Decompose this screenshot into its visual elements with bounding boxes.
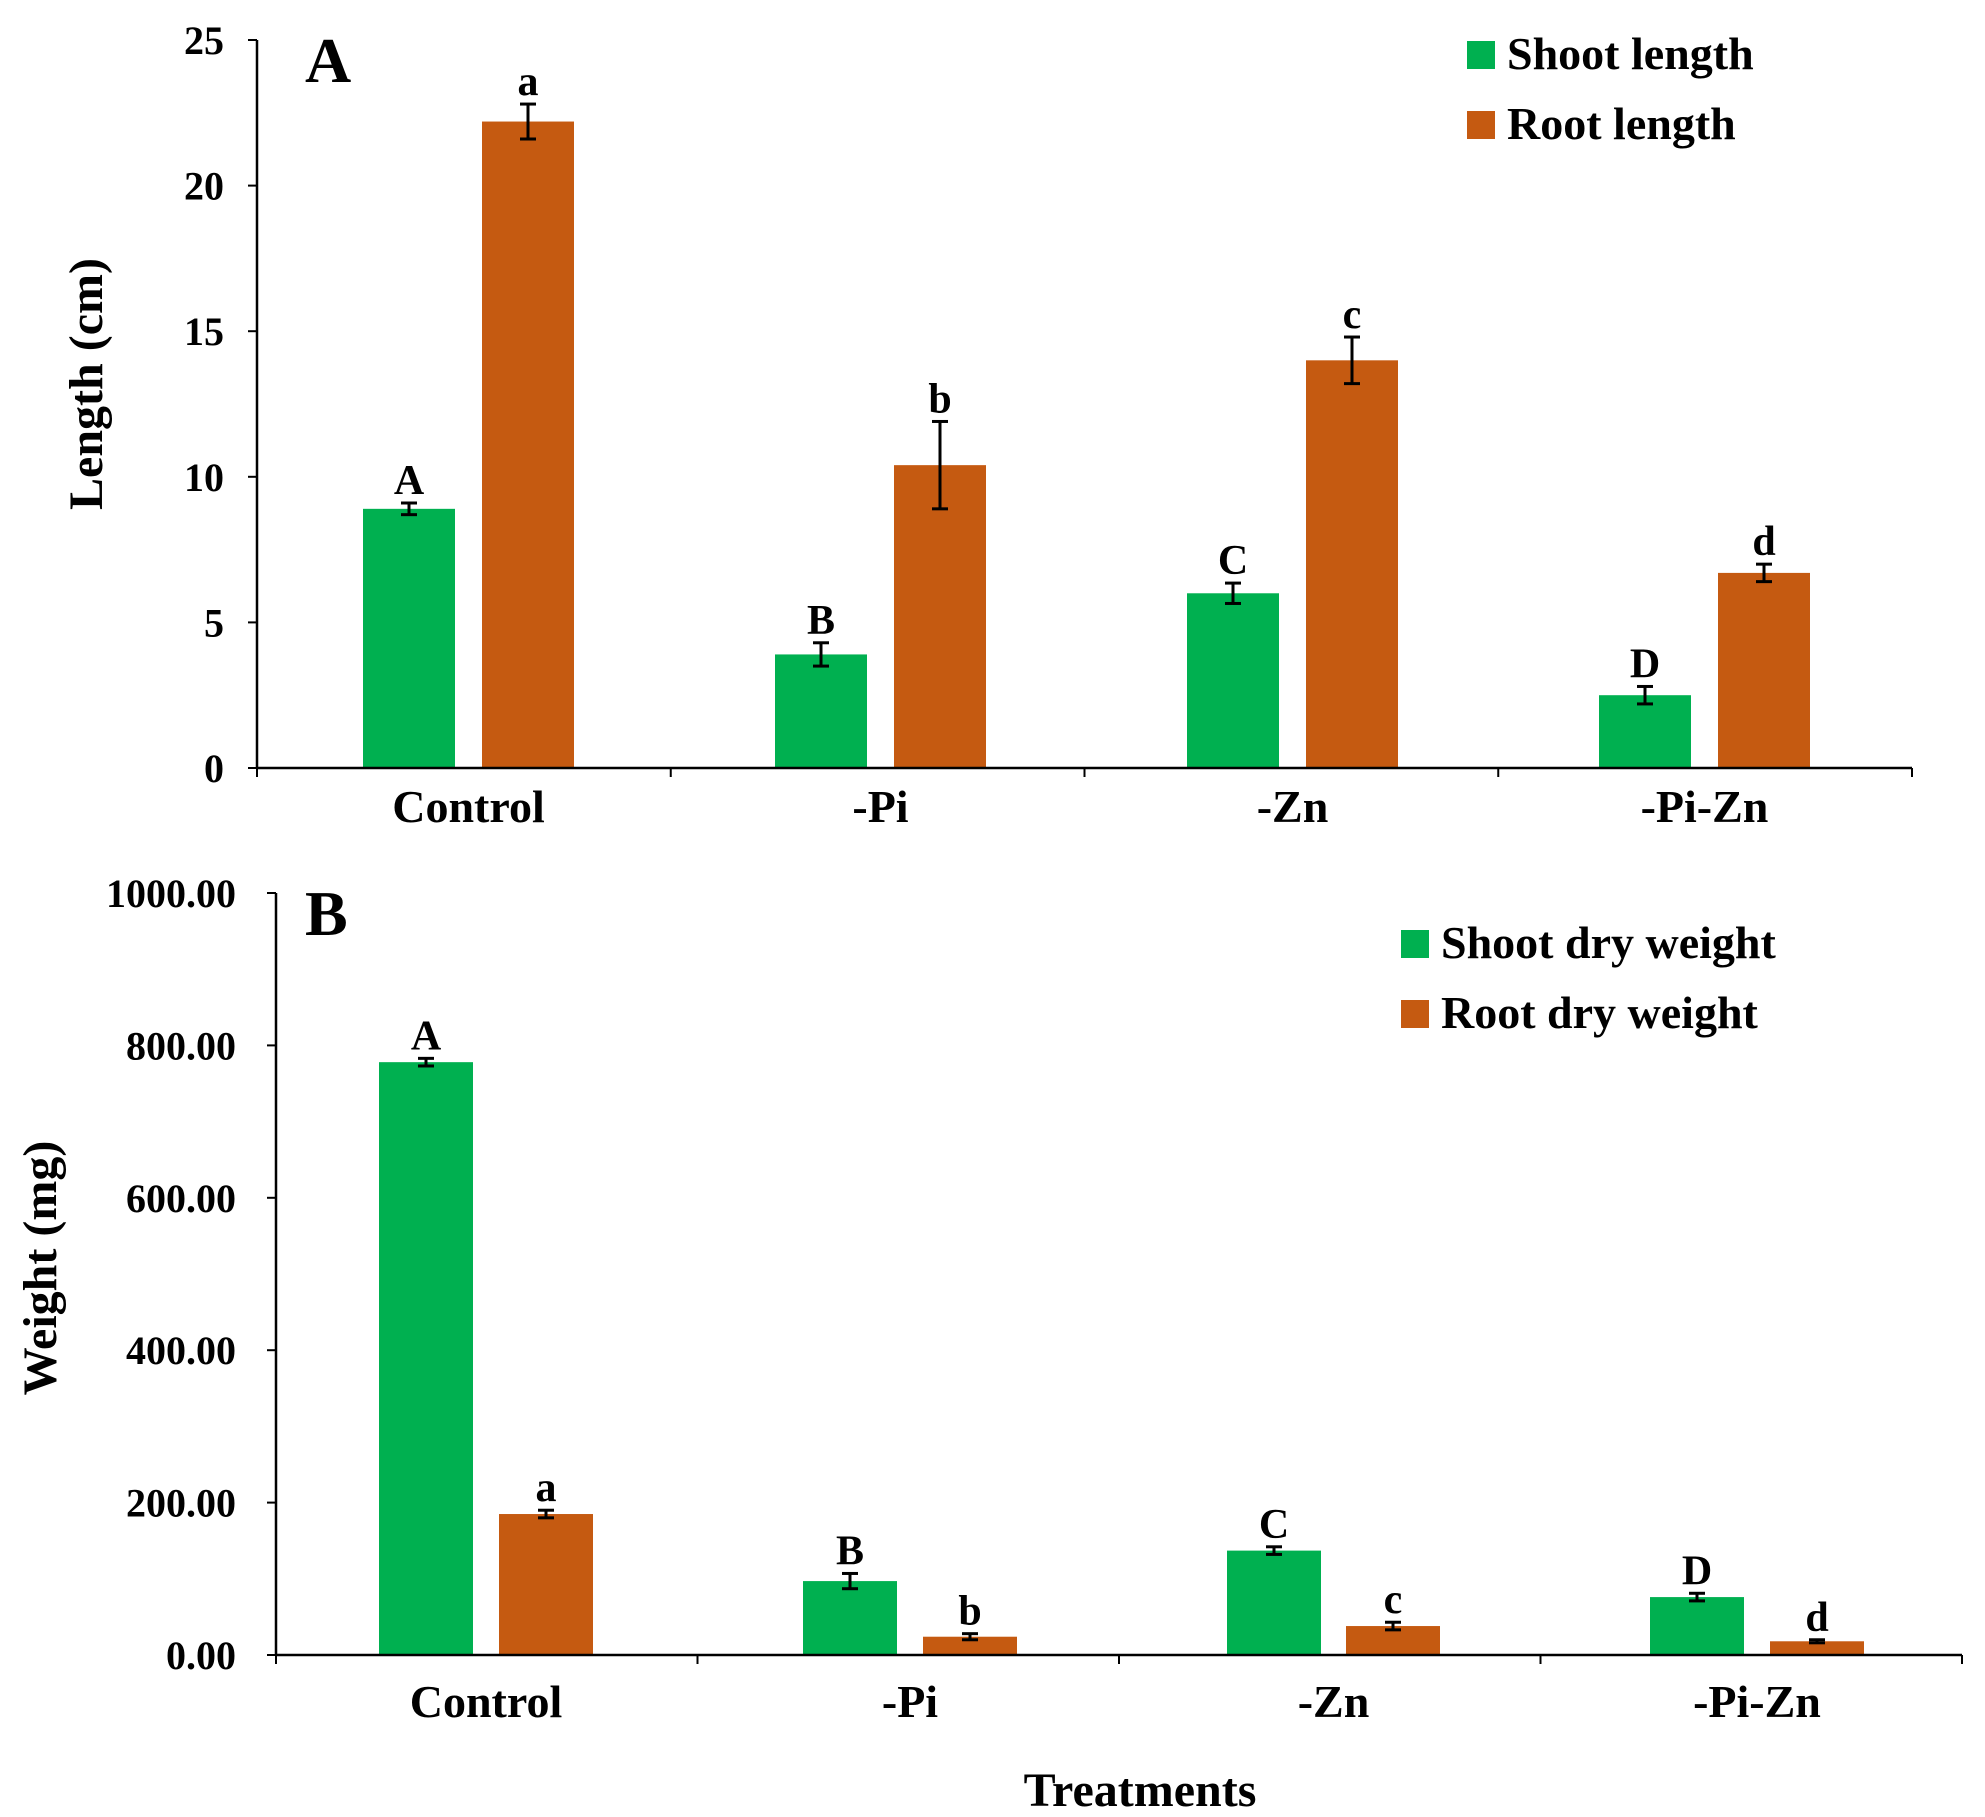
- panel-b-category-label: Control: [410, 1676, 563, 1727]
- panel-b-significance-letter: B: [836, 1528, 864, 1574]
- panel-b-bar-shoot-dry-weight: [803, 1581, 897, 1655]
- panel-a-y-tick-label: 10: [184, 455, 224, 500]
- panel-a-category-label: -Pi: [852, 781, 908, 832]
- panel-b-legend-swatch: [1401, 1000, 1429, 1028]
- panel-b-bar-root-dry-weight: [923, 1636, 1017, 1655]
- panel-a-significance-letter: a: [518, 59, 539, 105]
- panel-a-legend-label: Shoot length: [1507, 28, 1754, 79]
- panel-a-y-tick-label: 15: [184, 309, 224, 354]
- panel-a-significance-letter: d: [1752, 519, 1775, 565]
- panel-a-bar-shoot-length: [363, 508, 455, 768]
- panel-b-category-label: -Pi-Zn: [1693, 1676, 1821, 1727]
- panel-b-y-tick-label: 0.00: [166, 1633, 236, 1678]
- panel-a-significance-letter: A: [394, 458, 425, 504]
- panel-a-significance-letter: B: [807, 598, 835, 644]
- panel-b-x-axis-label: Treatments: [1024, 1764, 1257, 1817]
- panel-b-significance-letter: A: [411, 1013, 442, 1059]
- panel-a-bar-shoot-length: [1187, 593, 1279, 768]
- panel-b-bar-shoot-dry-weight: [1227, 1550, 1321, 1655]
- panel-a-bar-root-length: [1306, 360, 1398, 768]
- panel-b-significance-letter: c: [1384, 1577, 1403, 1623]
- panel-a-significance-letter: b: [928, 376, 951, 422]
- panel-a-bar-root-length: [482, 121, 574, 768]
- panel-a-significance-letter: c: [1343, 292, 1362, 338]
- panel-b-significance-letter: d: [1805, 1595, 1828, 1641]
- panel-a-legend-label: Root length: [1507, 98, 1736, 149]
- panel-b-bar-shoot-dry-weight: [1650, 1597, 1744, 1655]
- panel-b-letter: B: [305, 878, 348, 949]
- panel-b-bar-shoot-dry-weight: [379, 1062, 473, 1655]
- panel-b-chart: B Weight (mg) Treatments 0.00 200.00 400.0…: [14, 871, 1963, 1817]
- panel-b-legend-swatch: [1401, 930, 1429, 958]
- panel-a-chart: A Length (cm) 0 5 10 15 20 25 A B C Da b c d Control -…: [60, 18, 1913, 832]
- panel-b-y-tick-label: 200.00: [126, 1481, 236, 1526]
- panel-b-significance-letter: C: [1259, 1502, 1289, 1548]
- panel-b-significance-letter: D: [1682, 1548, 1712, 1594]
- panel-b-legend-label: Root dry weight: [1441, 987, 1759, 1038]
- panel-a-significance-letter: C: [1218, 538, 1248, 584]
- panel-a-y-tick-label: 20: [184, 164, 224, 209]
- panel-a-category-label: -Zn: [1257, 781, 1329, 832]
- panel-a-letter: A: [305, 25, 351, 96]
- panel-b-category-label: -Zn: [1298, 1676, 1370, 1727]
- panel-b-significance-letter: a: [536, 1465, 557, 1511]
- panel-a-y-tick-label: 0: [204, 746, 224, 791]
- panel-a-bar-shoot-length: [775, 654, 867, 768]
- panel-a-bar-root-length: [894, 465, 986, 768]
- panel-b-bar-root-dry-weight: [499, 1514, 593, 1655]
- panel-b-y-tick-label: 1000.00: [106, 871, 236, 916]
- panel-b-y-tick-label: 400.00: [126, 1328, 236, 1373]
- panel-b-category-label: -Pi: [882, 1676, 938, 1727]
- panel-a-category-label: -Pi-Zn: [1641, 781, 1769, 832]
- panel-a-legend-swatch: [1467, 41, 1495, 69]
- panel-a-y-tick-label: 25: [184, 18, 224, 63]
- panel-a-category-label: Control: [392, 781, 545, 832]
- panel-a-bar-root-length: [1718, 572, 1810, 768]
- panel-b-y-axis-label: Weight (mg): [14, 1141, 67, 1396]
- panel-a-significance-letter: D: [1630, 641, 1660, 687]
- panel-a-y-axis-label: Length (cm): [60, 258, 113, 510]
- panel-b-significance-letter: b: [958, 1589, 981, 1635]
- panel-b-bar-root-dry-weight: [1770, 1641, 1864, 1655]
- panel-b-y-tick-label: 600.00: [126, 1176, 236, 1221]
- panel-a-y-tick-label: 5: [204, 600, 224, 645]
- panel-b-y-tick-label: 800.00: [126, 1023, 236, 1068]
- panel-a-legend-swatch: [1467, 111, 1495, 139]
- panel-b-legend-label: Shoot dry weight: [1441, 917, 1776, 968]
- panel-a-bar-shoot-length: [1599, 695, 1691, 768]
